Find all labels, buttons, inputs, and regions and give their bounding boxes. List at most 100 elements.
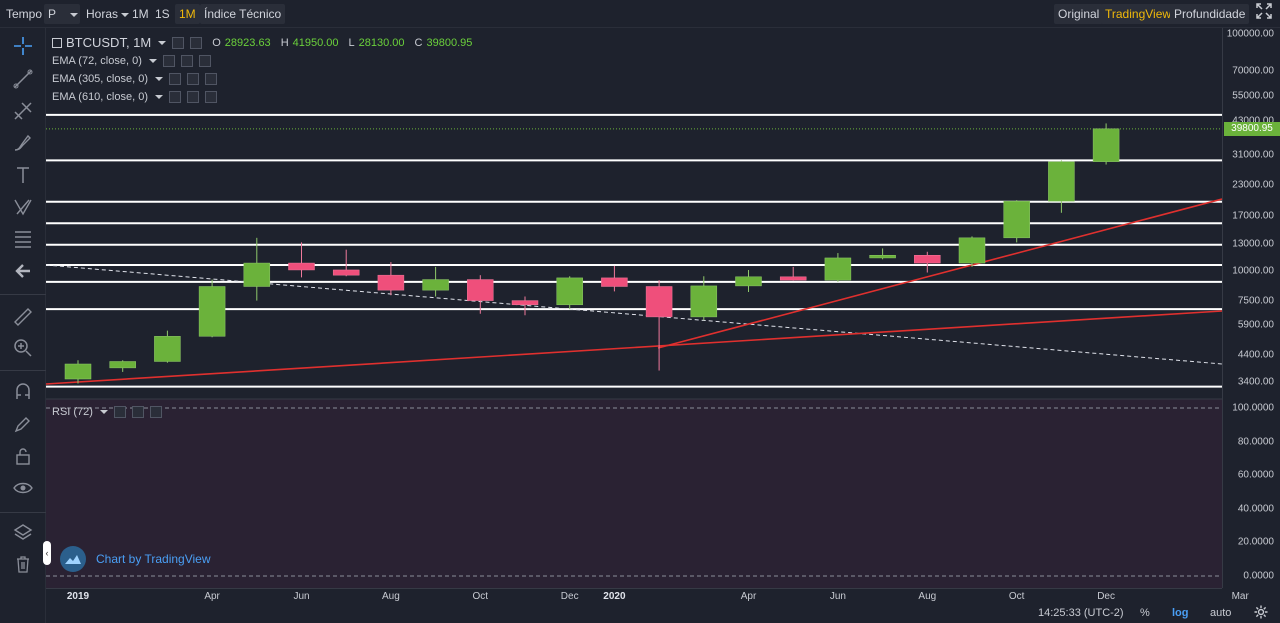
candle-body xyxy=(645,286,673,318)
rising-trend-line xyxy=(657,198,1222,349)
gear-icon[interactable] xyxy=(131,406,144,418)
chevron-down-icon xyxy=(121,12,130,17)
eye-icon[interactable] xyxy=(113,406,126,418)
open-value: 28923.63 xyxy=(224,36,271,49)
candle-body xyxy=(556,277,583,306)
time-axis[interactable]: 2019 Apr Jun Aug Oct Dec 2020 Apr Jun Aug Oct Dec Ma… xyxy=(46,588,1249,604)
candle-body xyxy=(1092,128,1120,162)
interval-1s-button[interactable]: 1S xyxy=(155,7,170,21)
chevron-down-icon[interactable] xyxy=(155,95,163,99)
visibility-tool[interactable] xyxy=(8,473,38,503)
candle-body xyxy=(779,276,807,281)
view-depth-tab[interactable]: Profundidade xyxy=(1170,4,1250,24)
price-axis-label: 70000.00 xyxy=(1232,65,1274,77)
price-axis-label: 7500.00 xyxy=(1237,295,1274,307)
fullscreen-icon[interactable] xyxy=(1252,3,1276,23)
lock-tool[interactable] xyxy=(8,441,38,471)
tradingview-watermark[interactable]: Chart by TradingView xyxy=(60,546,211,572)
sidebar-divider xyxy=(0,512,46,513)
chevron-down-icon[interactable] xyxy=(155,77,163,81)
period-select[interactable]: P xyxy=(44,4,80,24)
rsi-legend[interactable]: RSI (72) xyxy=(52,406,162,418)
gear-icon[interactable] xyxy=(180,55,193,67)
time-axis-label: Oct xyxy=(1008,591,1025,602)
gear-icon[interactable] xyxy=(187,73,199,85)
support-trend-line xyxy=(46,310,1222,385)
candle-body xyxy=(198,286,226,337)
log-scale-button[interactable]: log xyxy=(1172,607,1189,619)
back-tool[interactable] xyxy=(8,256,38,286)
ruler-tool[interactable] xyxy=(8,302,38,332)
candle-body xyxy=(1048,161,1075,202)
candle-body xyxy=(109,361,136,369)
gear-icon[interactable] xyxy=(1254,605,1268,622)
pattern-tool[interactable] xyxy=(8,192,38,222)
eye-icon[interactable] xyxy=(169,73,181,85)
candle-body xyxy=(511,300,539,306)
price-chart[interactable] xyxy=(46,28,1222,588)
last-price-tag: 39800.95 xyxy=(1224,121,1280,136)
trend-line-tool[interactable] xyxy=(8,64,38,94)
close-icon[interactable] xyxy=(205,91,217,103)
ema-72-legend[interactable]: EMA (72, close, 0) xyxy=(52,55,211,67)
close-icon[interactable] xyxy=(149,406,162,418)
text-tool[interactable] xyxy=(8,160,38,190)
interval-1month-button[interactable]: 1M xyxy=(175,4,200,24)
eye-icon[interactable] xyxy=(169,91,181,103)
rsi-pane[interactable] xyxy=(46,399,1222,614)
auto-scale-button[interactable]: auto xyxy=(1210,607,1232,619)
horas-dropdown[interactable]: Horas xyxy=(82,4,133,24)
pitchfork-tool[interactable] xyxy=(8,96,38,126)
candle-body xyxy=(958,237,986,264)
interval-1m-button[interactable]: 1M xyxy=(132,7,149,21)
candle-body xyxy=(914,255,941,264)
close-icon[interactable] xyxy=(198,55,211,67)
low-value: 28130.00 xyxy=(358,36,405,49)
price-axis-label: 43000.00 xyxy=(1232,115,1274,126)
draw-lock-tool[interactable] xyxy=(8,409,38,439)
measure-tool[interactable] xyxy=(8,224,38,254)
time-axis-label: Apr xyxy=(204,591,220,602)
high-key: H xyxy=(280,36,289,49)
delete-tool[interactable] xyxy=(8,549,38,579)
magnet-tool[interactable] xyxy=(8,377,38,407)
eye-icon[interactable] xyxy=(162,55,175,67)
clock: 14:25:33 (UTC-2) xyxy=(1038,607,1124,619)
time-axis-label: Mar xyxy=(1231,591,1249,602)
time-axis-label: 2019 xyxy=(66,591,90,602)
ruler-icon xyxy=(14,308,32,326)
price-axis-label: 100000.00 xyxy=(1226,28,1274,40)
chevron-down-icon[interactable] xyxy=(158,40,167,45)
symbol-title[interactable]: BTCUSDT, 1M xyxy=(66,35,152,50)
candle-body xyxy=(332,269,360,276)
symbol-legend: BTCUSDT, 1M O 28923.63 H 41950.00 L 28130.0… xyxy=(52,35,472,50)
candle-body xyxy=(1003,200,1030,239)
indicators-button[interactable]: Índice Técnico xyxy=(200,4,286,24)
time-axis-label: Dec xyxy=(1097,591,1115,602)
close-icon[interactable] xyxy=(205,73,217,85)
layers-tool[interactable] xyxy=(8,518,38,548)
chevron-down-icon[interactable] xyxy=(148,59,157,63)
zoom-tool[interactable] xyxy=(8,333,38,363)
ema-610-legend[interactable]: EMA (610, close, 0) xyxy=(52,91,217,103)
percent-scale-button[interactable]: % xyxy=(1140,607,1150,619)
gear-icon[interactable] xyxy=(187,91,199,103)
ema-305-legend[interactable]: EMA (305, close, 0) xyxy=(52,73,217,85)
settings-icon[interactable] xyxy=(172,36,185,49)
price-axis-label: 13000.00 xyxy=(1232,238,1274,250)
candle-body xyxy=(154,336,181,362)
view-original-tab[interactable]: Original xyxy=(1054,4,1104,24)
candle-body xyxy=(869,255,896,259)
top-toolbar: Tempo P Horas 1M 1S 1M Índice Técnico Or… xyxy=(0,0,1280,28)
gear-icon[interactable] xyxy=(190,36,203,49)
view-tradingview-tab[interactable]: TradingView xyxy=(1101,4,1176,24)
chevron-down-icon[interactable] xyxy=(99,410,108,414)
price-axis[interactable]: 100000.00 70000.00 55000.00 43000.00 31000.0… xyxy=(1222,28,1280,588)
sidebar-collapse-handle[interactable]: ‹ xyxy=(43,541,51,565)
rsi-label: RSI (72) xyxy=(52,406,93,418)
rsi-axis-label: 100.0000 xyxy=(1232,402,1274,414)
brush-tool[interactable] xyxy=(8,128,38,158)
crosshair-tool[interactable] xyxy=(8,31,38,61)
time-axis-label: Aug xyxy=(918,591,937,602)
chart-area[interactable]: BTCUSDT, 1M O 28923.63 H 41950.00 L 28130.0… xyxy=(46,28,1222,614)
